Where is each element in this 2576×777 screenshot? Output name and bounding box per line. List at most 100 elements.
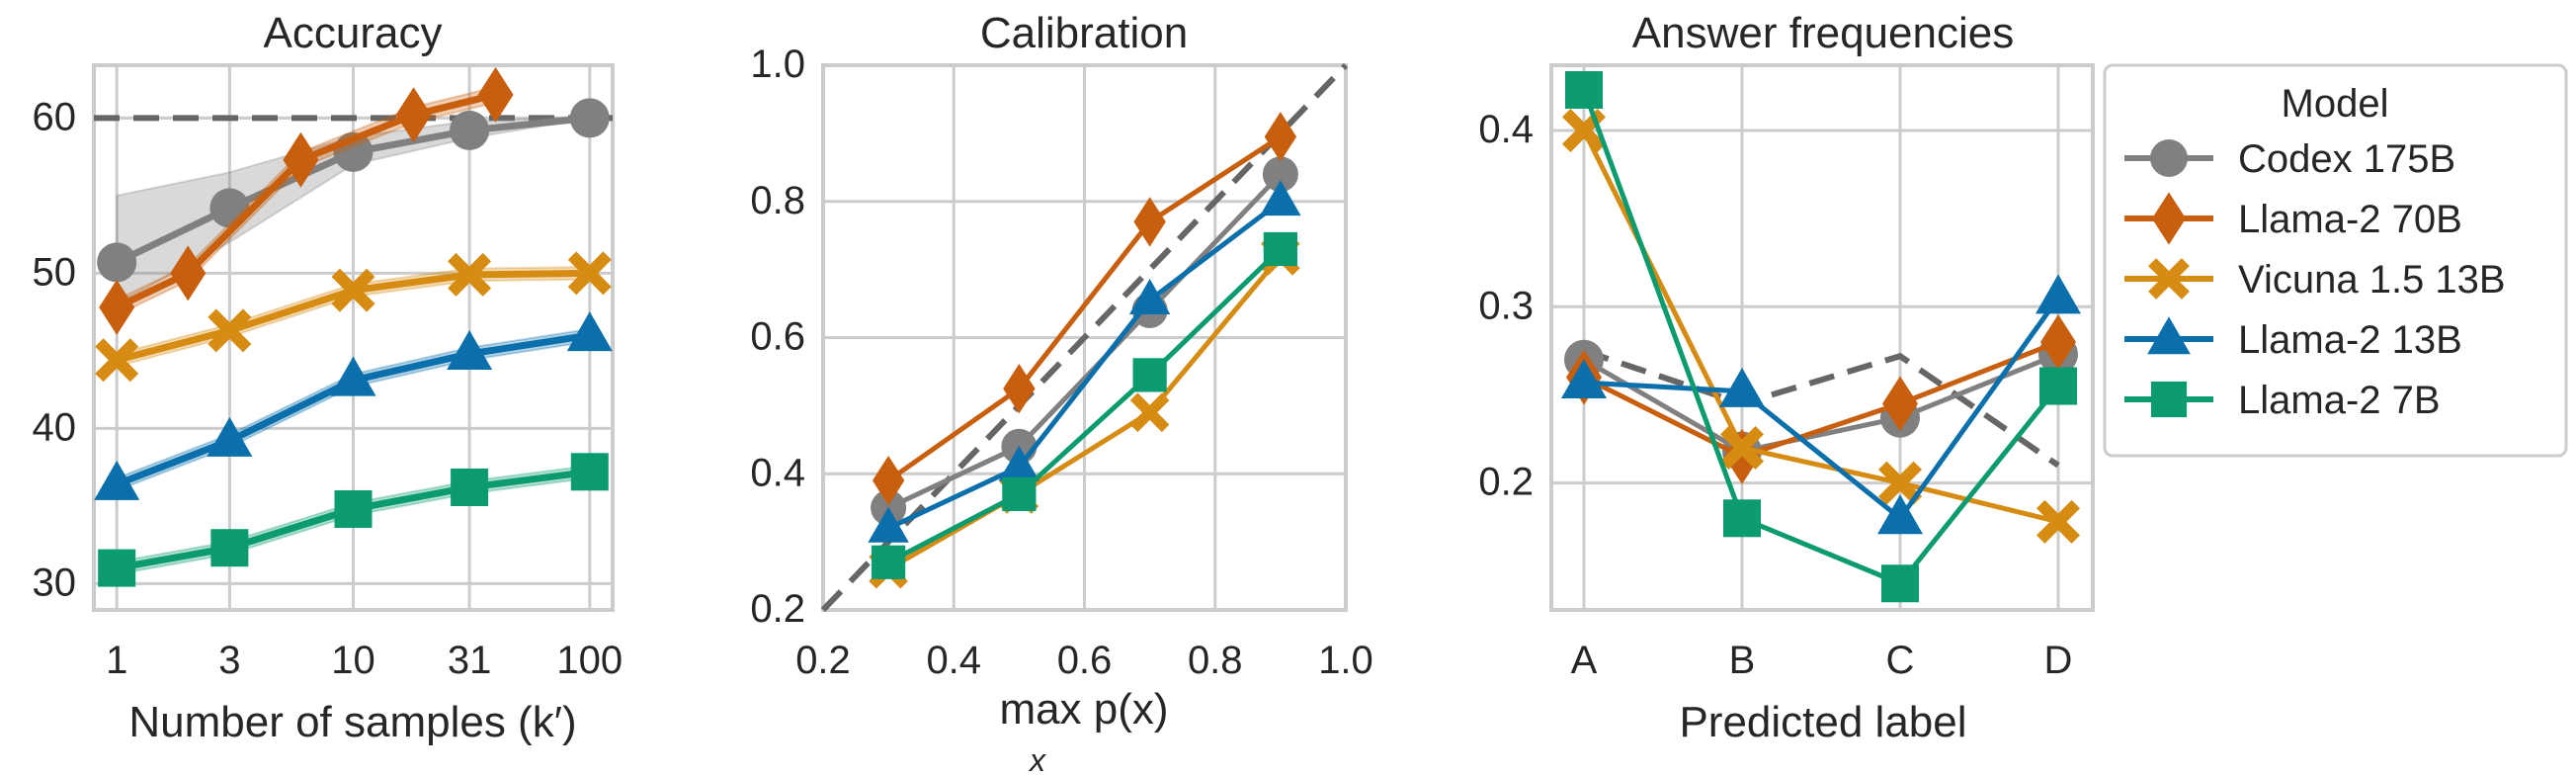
data-point <box>1882 376 1918 432</box>
legend-title: Model <box>2282 82 2389 126</box>
y-tick-label: 60 <box>33 95 77 138</box>
data-point <box>2036 499 2080 544</box>
plot-frame <box>1549 63 2095 612</box>
legend: Model Codex 175B Llama-2 70B Vicuna 1.5 13… <box>2103 63 2568 458</box>
data-point <box>1264 112 1297 162</box>
data-point <box>2036 274 2081 314</box>
series-line <box>1581 129 2059 525</box>
answer-frequencies-xlabel: Predicted label <box>1679 698 1966 746</box>
x-tick-label: 0.4 <box>926 639 981 682</box>
y-tick-label: 0.8 <box>750 179 805 222</box>
answer-frequencies-title: Answer frequencies <box>1632 9 2014 57</box>
series-line <box>1583 296 2061 522</box>
legend-marker-square <box>2150 381 2188 418</box>
legend-box <box>2103 63 2568 458</box>
series-line <box>1582 339 2059 460</box>
x-tick-label: 100 <box>556 639 623 682</box>
data-point <box>1132 358 1167 392</box>
x-tick-label: 0.6 <box>1057 639 1113 682</box>
data-point <box>395 87 432 143</box>
x-tick-label: 10 <box>331 639 375 682</box>
legend-label: Llama-2 70B <box>2238 198 2462 241</box>
data-point <box>94 460 140 500</box>
data-point <box>450 110 490 150</box>
data-point <box>334 489 373 528</box>
data-point <box>872 545 906 579</box>
data-point <box>570 453 609 491</box>
y-tick-label: 50 <box>33 250 77 294</box>
reference-line <box>1583 348 2060 469</box>
data-point <box>872 455 905 506</box>
series-line <box>1581 89 2060 587</box>
data-point <box>2039 367 2077 405</box>
data-point <box>2040 313 2076 370</box>
y-tick-label: 0.4 <box>750 451 805 494</box>
data-point <box>868 506 909 543</box>
data-point <box>207 416 253 457</box>
legend-label: Llama-2 7B <box>2238 379 2441 422</box>
data-point <box>1003 363 1036 414</box>
calibration-xlabel-subscript: x <box>1028 742 1046 777</box>
x-tick-label: 3 <box>218 639 240 682</box>
legend-marker-diamond <box>2151 192 2187 245</box>
data-point <box>1129 392 1170 433</box>
data-point <box>331 268 375 312</box>
legend-marker-triangle <box>2147 316 2191 355</box>
plot-frame <box>821 63 1348 612</box>
calibration-xlabel: max p(x) <box>999 685 1168 734</box>
data-point <box>448 252 492 297</box>
legend-marker-circle <box>2150 139 2188 177</box>
legend-label: Vicuna 1.5 13B <box>2238 258 2506 302</box>
panel-2: A B C D 0.2 0.3 0.4 <box>1478 63 2095 682</box>
x-tick-label: D <box>2044 639 2073 682</box>
series-line <box>887 172 1283 510</box>
data-point <box>451 468 489 506</box>
panel-0: 1 3 10 31 100 30 40 50 60 <box>33 63 623 682</box>
data-point <box>566 311 613 352</box>
data-point <box>99 279 135 335</box>
y-tick-label: 1.0 <box>750 43 805 86</box>
x-tick-label: 0.8 <box>1188 639 1243 682</box>
x-tick-label: C <box>1886 639 1915 682</box>
y-tick-label: 0.6 <box>750 315 805 359</box>
data-point <box>1877 494 1923 535</box>
x-tick-label: B <box>1729 639 1756 682</box>
data-point <box>1262 156 1298 193</box>
x-tick-label: A <box>1571 639 1598 682</box>
series-group <box>1561 70 2081 603</box>
accuracy-xlabel: Number of samples (k′) <box>128 698 576 746</box>
y-tick-label: 40 <box>33 405 77 449</box>
data-point <box>998 445 1040 481</box>
series-line <box>886 247 1283 565</box>
legend-marker-x <box>2148 258 2190 300</box>
data-point <box>1878 461 1922 505</box>
y-tick-label: 0.3 <box>1478 284 1534 327</box>
data-point <box>210 529 249 567</box>
data-point <box>170 245 207 302</box>
data-point <box>1133 197 1166 247</box>
series-line <box>886 254 1283 571</box>
data-point <box>1561 358 1607 398</box>
series-line <box>1582 352 2059 455</box>
series-group <box>94 66 613 587</box>
x-tick-label: 0.2 <box>795 639 851 682</box>
series-group <box>868 112 1301 589</box>
data-point <box>1565 70 1603 109</box>
data-point <box>1720 425 1764 470</box>
data-point <box>1881 564 1919 603</box>
series-line <box>887 199 1283 531</box>
data-point <box>283 131 319 188</box>
accuracy-title: Accuracy <box>264 9 443 57</box>
panel-1: 0.2 0.4 0.6 0.8 1.0 0.2 0.4 0.6 0.8 1.0 <box>750 43 1372 682</box>
data-point <box>98 549 136 587</box>
data-point <box>95 338 139 383</box>
y-tick-label: 0.2 <box>1478 461 1534 504</box>
data-point <box>1260 180 1301 216</box>
x-tick-label: 1 <box>106 639 127 682</box>
data-point <box>1719 367 1765 407</box>
data-point <box>97 242 137 283</box>
data-point <box>569 98 610 138</box>
data-point <box>1002 476 1037 512</box>
y-tick-label: 0.4 <box>1478 108 1534 151</box>
legend-label: Codex 175B <box>2238 137 2455 181</box>
